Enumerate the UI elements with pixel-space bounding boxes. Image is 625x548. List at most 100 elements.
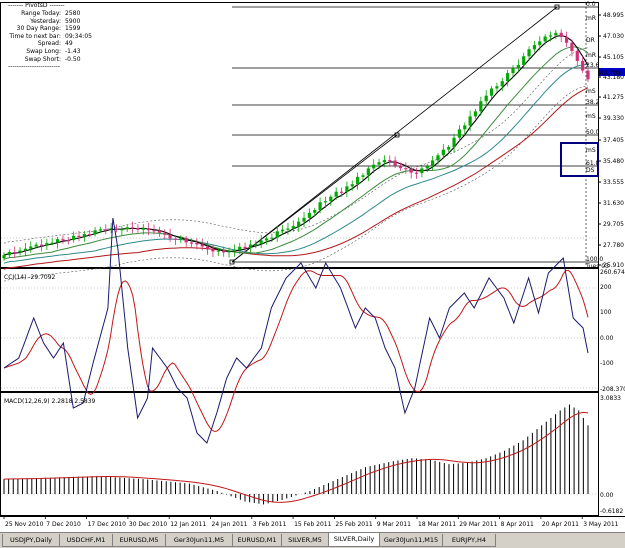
date-label: 29 Mar 2011 xyxy=(459,521,497,528)
candle-body xyxy=(238,246,242,251)
candle-body xyxy=(404,168,408,170)
tab-eurusd-m5[interactable]: EURUSD,M5 xyxy=(112,534,166,547)
macd-signal-line xyxy=(3,411,589,503)
candle-body xyxy=(7,252,11,256)
time-marker-label: Tues 03 xyxy=(585,263,609,270)
price-scale-label: 27.780 xyxy=(603,242,624,249)
price-scale-label: 29.705 xyxy=(603,221,624,228)
pivot-row-label: Range Today: xyxy=(21,10,61,17)
candle-body xyxy=(436,155,440,161)
tab-eurjpy-h4[interactable]: EURJPY,H4 xyxy=(442,534,496,547)
candle-body xyxy=(227,251,231,253)
candle-body xyxy=(388,160,392,162)
candle-body xyxy=(382,160,387,163)
chart-tab-bar: USDJPY,Daily USDCHF,M1 EURUSD,M5 Ger30Jun11… xyxy=(0,532,625,548)
pivot-tag: mS xyxy=(586,113,596,120)
candle-body xyxy=(163,232,167,235)
candle-body xyxy=(313,210,317,213)
pivot-info-panel: ------- PivotsD ------- Range Today: 2580… xyxy=(4,2,104,72)
fib-label: 0.0 xyxy=(586,1,596,8)
tab-usdchf-m1[interactable]: USDCHF,M1 xyxy=(59,534,113,547)
candle-body xyxy=(200,244,204,247)
pivot-row-value: 49 xyxy=(65,40,73,48)
pivot-row-label: Yesterday: xyxy=(30,17,61,25)
cci-scale-label: 0.00 xyxy=(600,335,614,342)
candle-body xyxy=(506,73,510,82)
candle-body xyxy=(157,230,161,233)
date-label: 25 Nov 2010 xyxy=(5,521,44,528)
price-scale-label: 48.995 xyxy=(603,12,624,19)
tab-usdjpy-daily[interactable]: USDJPY,Daily xyxy=(2,534,60,547)
tab-ger30jun11-m15[interactable]: Ger30Jun11,M15 xyxy=(379,534,443,547)
pivot-row-value: -0.50 xyxy=(65,55,81,63)
trend-anchor xyxy=(554,4,560,10)
candle-body xyxy=(538,41,542,46)
candle-body xyxy=(516,65,520,69)
trend-anchor xyxy=(394,132,400,138)
price-candles xyxy=(2,29,590,261)
pivot-row-value: 5900 xyxy=(65,17,81,25)
trend-lines xyxy=(229,4,560,265)
cci-scale-label: 100 xyxy=(600,309,612,316)
candle-body xyxy=(120,229,124,231)
candle-body xyxy=(420,168,424,174)
candle-body xyxy=(173,238,178,240)
trend-anchor xyxy=(229,259,235,265)
candle-body xyxy=(398,165,403,169)
main-chart-pane xyxy=(0,2,599,268)
date-label: 7 Dec 2010 xyxy=(46,521,81,528)
candle-body xyxy=(264,238,269,241)
pivot-tag: mS xyxy=(586,88,596,95)
date-label: 18 Mar 2011 xyxy=(418,521,456,528)
candle-body xyxy=(500,81,504,87)
candle-body xyxy=(463,125,467,130)
tab-eurusd-m1[interactable]: EURUSD,M1 xyxy=(232,534,282,547)
candle-body xyxy=(409,168,413,173)
candle-body xyxy=(425,166,429,169)
candle-body xyxy=(104,229,108,231)
candle-body xyxy=(211,249,215,252)
pivot-tag: DR xyxy=(586,37,595,44)
candle-body xyxy=(147,228,151,231)
candle-body xyxy=(114,228,119,230)
candle-body xyxy=(39,244,44,246)
candle-body xyxy=(366,168,370,176)
candle-body xyxy=(45,243,49,246)
cci-pane xyxy=(0,268,599,392)
tab-ger30jun11-m5[interactable]: Ger30Jun11,M5 xyxy=(165,534,233,547)
candle-body xyxy=(216,250,220,252)
candle-body xyxy=(452,137,456,148)
price-scale-label: 35.480 xyxy=(603,158,624,165)
price-scale-label: 33.555 xyxy=(603,179,624,186)
ma-teal xyxy=(3,63,589,264)
tab-silver-m5[interactable]: SILVER,M5 xyxy=(281,534,329,547)
candle-body xyxy=(93,230,97,235)
price-scale-label: 47.030 xyxy=(603,33,624,40)
pivot-row-label: Swap Long: xyxy=(26,48,61,55)
candle-body xyxy=(50,242,54,244)
date-label: 3 Feb 2011 xyxy=(253,521,287,528)
price-scale-label: 31.630 xyxy=(603,200,624,207)
pivot-row-label: Swap Short: xyxy=(24,55,61,63)
candle-body xyxy=(468,116,472,126)
candle-body xyxy=(564,37,569,43)
pivot-panel-footer: ------------------------ xyxy=(8,63,60,70)
candle-body xyxy=(34,244,38,247)
candle-body xyxy=(554,32,558,36)
candle-body xyxy=(361,175,365,177)
candle-body xyxy=(13,252,17,254)
candle-body xyxy=(372,164,376,169)
date-axis: 25 Nov 2010 7 Dec 2010 17 Dec 2010 30 Dec 2… xyxy=(3,516,619,528)
candle-body xyxy=(82,234,86,237)
tab-silver-daily[interactable]: SILVER,Daily xyxy=(328,533,380,547)
price-scale-label: 45.105 xyxy=(603,54,624,61)
candle-body xyxy=(570,42,574,51)
candle-body xyxy=(495,86,499,89)
cci-title: CCI(14) -29.7092 xyxy=(4,274,56,281)
candle-body xyxy=(29,246,33,249)
candle-body xyxy=(323,201,328,203)
candle-body xyxy=(356,176,360,185)
